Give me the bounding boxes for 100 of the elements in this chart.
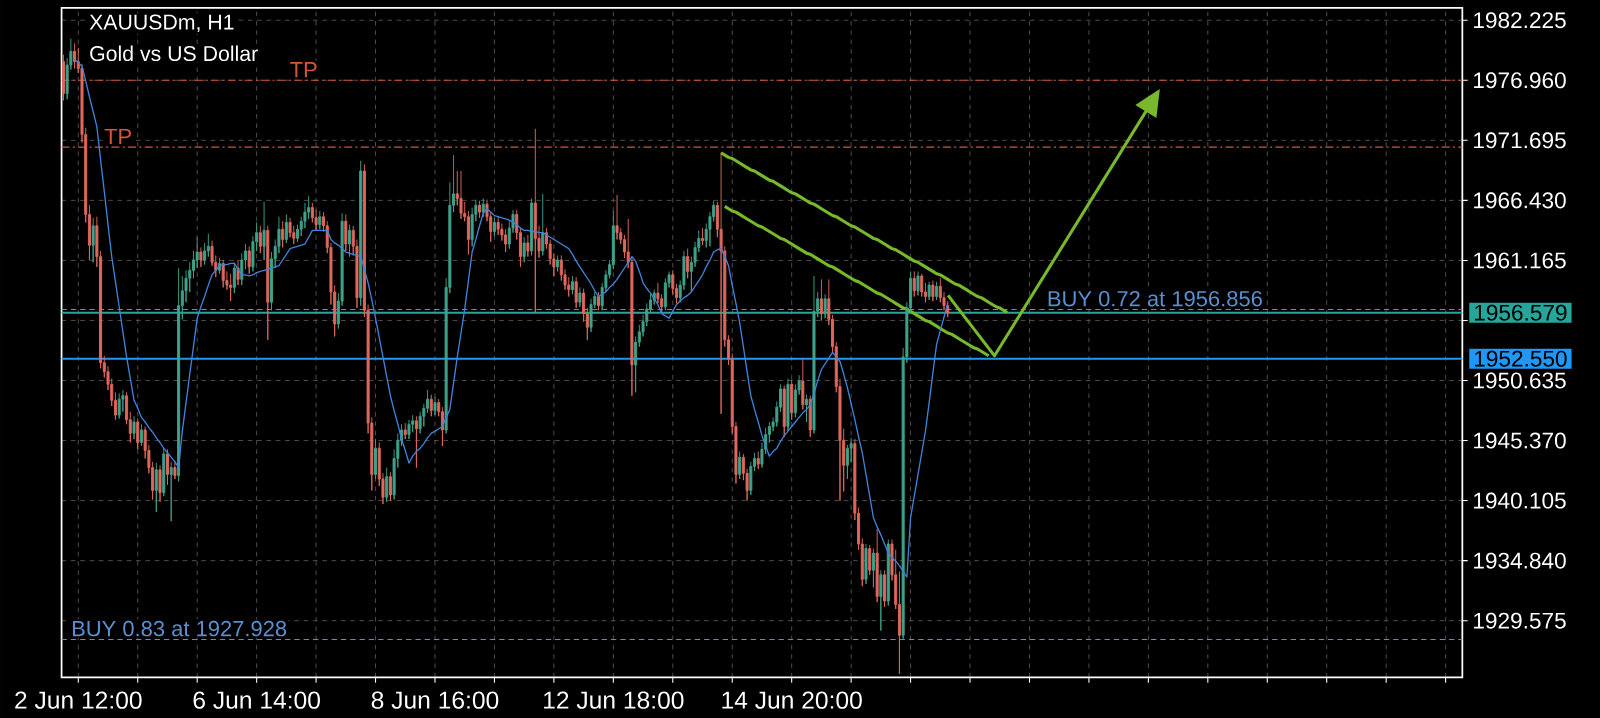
candlestick	[879, 569, 883, 631]
candlestick	[199, 246, 203, 268]
candlestick	[864, 543, 868, 585]
ref-line-label: BUY 0.83 at 1927.928	[72, 620, 287, 637]
candlestick	[530, 197, 534, 256]
x-tick-label: 2 Jun 12:00	[15, 691, 142, 709]
chart-title: XAUUSDm, H1	[89, 14, 234, 32]
candlestick	[429, 393, 433, 417]
candlestick	[177, 267, 181, 482]
candlestick	[91, 217, 95, 263]
candlestick	[823, 293, 827, 319]
y-tick-label: 1940.105	[1474, 492, 1566, 509]
candlestick	[229, 273, 233, 302]
candlestick	[478, 200, 482, 219]
candlestick	[318, 210, 322, 230]
candlestick	[388, 471, 392, 501]
candlestick	[117, 392, 121, 419]
candlestick	[522, 236, 526, 263]
candlestick	[492, 217, 496, 237]
candlestick	[686, 247, 690, 279]
x-tick-label: 12 Jun 18:00	[544, 691, 684, 709]
candlestick	[173, 460, 177, 480]
candlestick	[281, 220, 285, 248]
candlestick	[819, 278, 823, 321]
ref-line-label: 1956.579	[1474, 304, 1567, 321]
candlestick	[258, 225, 262, 254]
candlestick	[169, 461, 173, 522]
candlestick	[935, 281, 939, 301]
candlestick	[232, 261, 236, 294]
candlestick	[578, 286, 582, 308]
candlestick	[786, 378, 790, 432]
candlestick	[385, 466, 389, 503]
candlestick	[541, 193, 545, 256]
y-tick-label: 1950.635	[1474, 372, 1566, 389]
candlestick	[61, 54, 65, 101]
candlestick	[526, 234, 530, 257]
text: Gold vs US Dollar	[90, 45, 258, 61]
candlestick	[348, 224, 352, 257]
candlestick	[344, 213, 348, 252]
candlestick	[596, 291, 600, 311]
x-tick-label: 6 Jun 14:00	[193, 691, 320, 709]
ref-line-label: 1952.550	[1474, 350, 1567, 367]
candlestick	[615, 194, 619, 240]
candlestick	[481, 197, 485, 217]
candlestick	[359, 160, 363, 306]
candlestick	[407, 419, 411, 440]
y-tick-label: 1966.430	[1474, 192, 1566, 209]
candlestick	[868, 544, 872, 576]
candlestick	[165, 448, 169, 485]
candlestick	[782, 384, 786, 438]
candlestick	[504, 228, 508, 253]
y-tick-label: 1961.165	[1474, 252, 1566, 269]
ref-line-label: TP	[104, 128, 131, 144]
candlestick	[738, 450, 742, 480]
y-tick-label: 1929.575	[1474, 612, 1566, 629]
y-tick-label: 1971.695	[1474, 132, 1566, 149]
candlestick	[247, 245, 251, 275]
candlestick	[912, 270, 916, 297]
candlestick	[931, 279, 935, 302]
candlestick	[162, 447, 166, 497]
y-tick-label: 1945.370	[1474, 432, 1566, 449]
candlestick	[139, 423, 143, 447]
candlestick	[883, 569, 887, 608]
candlestick	[790, 379, 794, 420]
y-tick-label: 1934.840	[1474, 552, 1566, 569]
candlestick	[403, 422, 407, 440]
candlestick	[221, 259, 225, 288]
candlestick	[73, 42, 77, 69]
candlestick	[812, 275, 816, 434]
candlestick	[433, 396, 437, 416]
ref-line-label: BUY 0.72 at 1956.856	[1048, 290, 1262, 307]
candlestick	[414, 415, 418, 468]
x-tick-label: 8 Jun 16:00	[371, 691, 499, 709]
candlestick	[284, 213, 288, 244]
candlestick	[756, 450, 760, 470]
candlestick	[266, 225, 270, 341]
candlestick	[801, 358, 805, 410]
candlestick	[556, 254, 560, 272]
candlestick	[158, 464, 162, 503]
x-tick-label: 14 Jun 20:00	[722, 691, 862, 709]
candlestick	[875, 528, 879, 603]
candlestick	[886, 538, 890, 606]
line-series	[719, 151, 1009, 314]
candlestick	[459, 170, 463, 220]
y-tick-label: 1976.960	[1474, 72, 1566, 89]
candlestick	[916, 270, 920, 296]
candlestick	[805, 393, 809, 423]
ref-line-label: TP	[290, 61, 317, 78]
candlestick	[570, 275, 574, 295]
candlestick	[136, 417, 140, 450]
candlestick	[262, 201, 266, 261]
candlestick	[132, 415, 136, 440]
candlestick	[154, 462, 158, 513]
y-tick-label: 1982.225	[1474, 12, 1566, 29]
candlestick	[871, 547, 875, 588]
candlestick	[719, 152, 723, 415]
candlestick	[374, 438, 378, 480]
candlestick	[927, 281, 931, 301]
candlestick	[700, 227, 705, 246]
candlestick	[574, 276, 578, 309]
